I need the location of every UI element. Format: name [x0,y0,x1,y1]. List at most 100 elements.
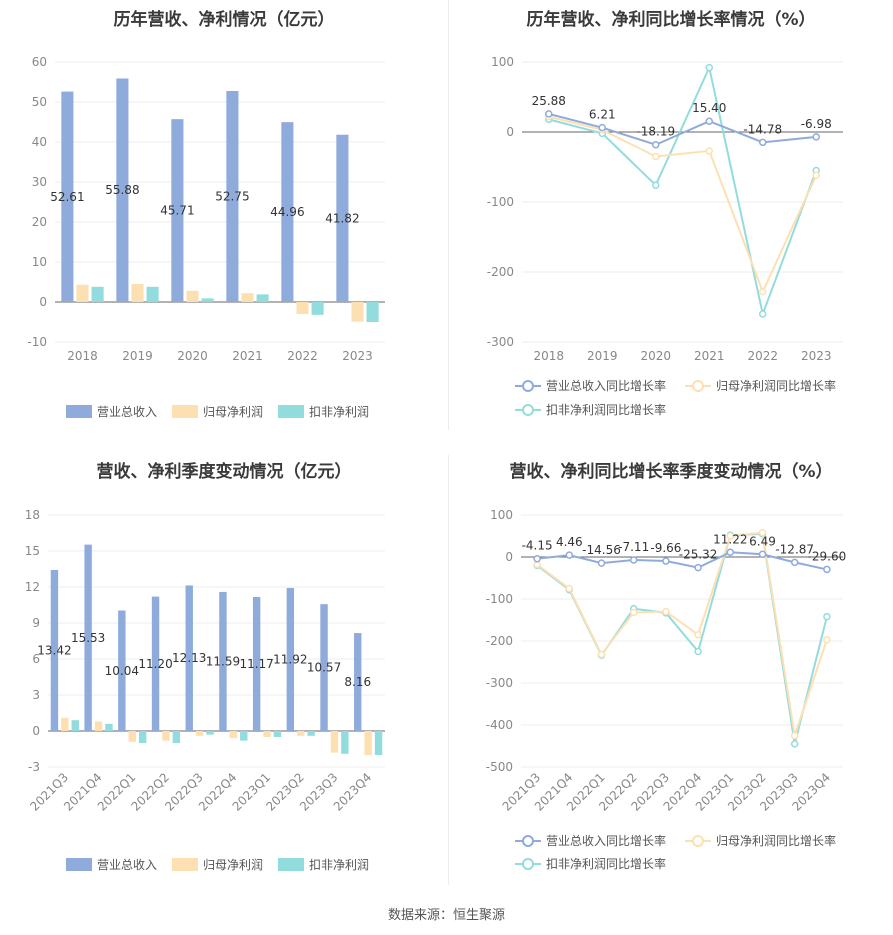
y-tick-label: 100 [491,55,514,69]
data-point [662,607,670,616]
x-tick-label: 2021 [694,349,725,363]
data-label: 15.53 [71,631,105,645]
series-line [548,112,817,146]
bar [128,731,136,742]
series-line [548,115,818,295]
quarterly-growth-chart: -500-400-300-200-10001002021Q32021Q42022… [486,508,847,871]
data-point [726,532,735,540]
data-source: 数据来源：恒生聚源 [387,908,505,923]
bar [263,731,271,737]
bar [50,569,59,731]
data-point [629,556,638,564]
bar [351,302,364,322]
bar [195,731,204,736]
annual-growth-panel: 历年营收、净利同比增长率情况（%） -300 -200 -100 0 100 2018 20… [449,0,893,430]
x-tick-label: 2019 [122,349,153,363]
data-label: -4.15 [522,539,553,553]
bar [105,723,113,731]
y-tick-label: 100 [490,508,513,522]
y-tick-label: 12 [25,580,40,594]
data-label: -14.78 [743,122,782,136]
data-point [694,563,702,572]
legend-label: 归母净利润同比增长率 [716,833,836,848]
data-label: 11.92 [273,652,307,666]
data-point [758,528,767,537]
y-tick-label: 3 [32,688,40,702]
x-tick-label: 2022 [747,349,778,363]
y-tick-label: 0 [506,125,514,139]
legend-label: 扣非净利润 [309,405,369,419]
data-label: 11.59 [206,654,240,668]
bar [206,731,214,735]
annual-growth-chart: -300 -200 -100 0 100 2018 2019 2020 2021 2022 2023… [487,55,843,417]
y-tick-label: 60 [32,55,47,69]
data-point [694,630,702,639]
series-line [536,531,828,736]
bar [131,284,144,302]
data-label: 41.82 [325,211,359,225]
data-label: 11.17 [239,657,273,671]
data-label: 52.61 [50,190,84,204]
data-point [790,558,799,567]
bar [229,731,238,739]
data-point [705,63,713,72]
x-tick-label: 2018 [533,349,564,363]
bar [146,286,159,302]
bar [354,633,362,731]
bar [151,596,160,731]
y-tick-label: 20 [32,215,47,229]
bar [84,544,92,731]
chart-title: 历年营收、净利情况（亿元） [113,10,335,30]
data-point [545,110,553,118]
data-label: 15.40 [692,101,726,115]
bar [185,585,193,731]
bar [138,731,147,743]
y-tick-label: -400 [486,718,513,732]
data-point [726,548,735,557]
data-label: 11.22 [713,532,747,546]
data-point [758,550,767,559]
y-tick-label: -3 [28,760,40,774]
bar [162,731,170,741]
data-point [652,152,660,161]
bar [273,731,282,737]
data-label: 10.04 [105,664,139,678]
chart-title: 营收、净利同比增长率季度变动情况（%） [509,462,833,482]
legend-swatch [66,405,92,418]
data-label: -29.60 [808,549,847,563]
data-label: 4.46 [556,535,583,549]
annual-revenue-profit-chart: -10 0 10 20 30 40 50 60 2018 2019 2020 2021 2022 2023… [27,55,385,419]
data-label: -9.66 [650,541,681,555]
y-tick-label: 0 [505,550,513,564]
y-tick-label: -200 [486,634,513,648]
legend-swatch [172,858,198,871]
data-point [812,133,820,141]
data-point [790,731,799,740]
vertical-divider [448,0,449,430]
x-tick-label: 2020 [177,349,208,363]
bar [297,731,305,736]
bar [91,286,104,302]
legend-label: 营业总收入同比增长率 [546,833,666,848]
data-point [598,123,606,132]
data-label: 8.16 [344,675,371,689]
bar [366,302,379,322]
bar [307,731,315,736]
data-label: 11.20 [138,657,172,671]
data-point [823,612,831,621]
data-label: 10.57 [307,661,341,675]
legend-label: 扣非净利润同比增长率 [546,402,666,417]
data-label: 13.42 [37,643,71,657]
bar [226,91,239,302]
data-point [629,608,638,617]
bar [296,302,309,314]
data-label: 55.88 [105,183,139,197]
x-tick-label: 2021 [232,349,263,363]
y-tick-label: -300 [487,335,514,349]
data-point [652,181,660,189]
data-label: 6.49 [749,534,776,548]
data-point [533,554,541,563]
data-point [790,740,799,748]
bar [241,293,254,302]
legend-marker [522,858,534,870]
